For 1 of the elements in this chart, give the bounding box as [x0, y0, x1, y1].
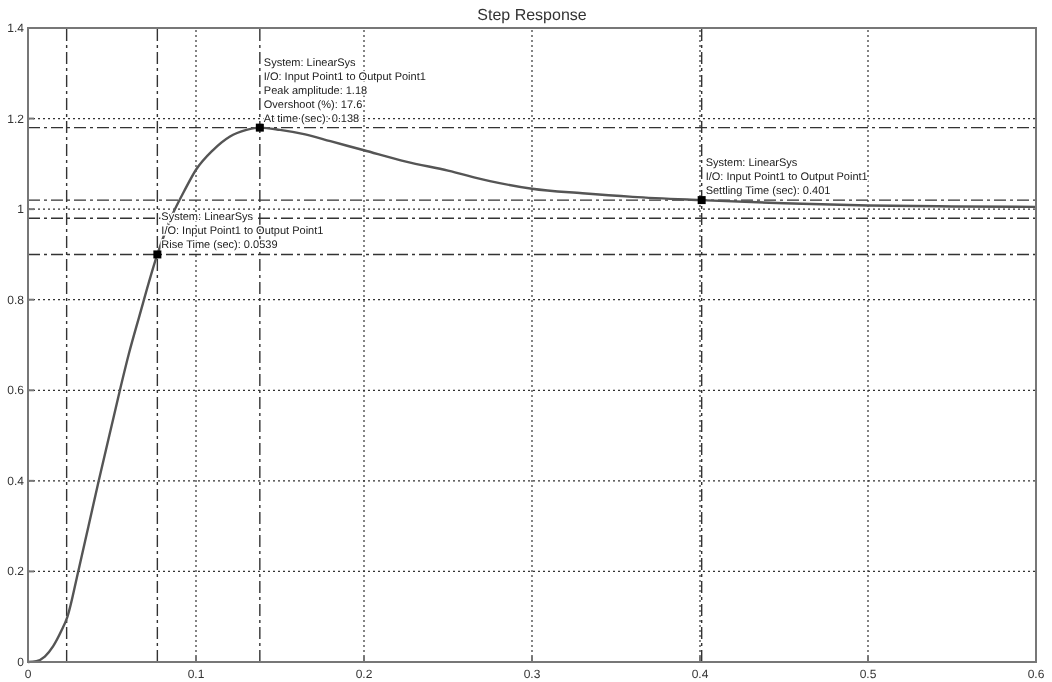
chart-title: Step Response	[477, 6, 588, 24]
